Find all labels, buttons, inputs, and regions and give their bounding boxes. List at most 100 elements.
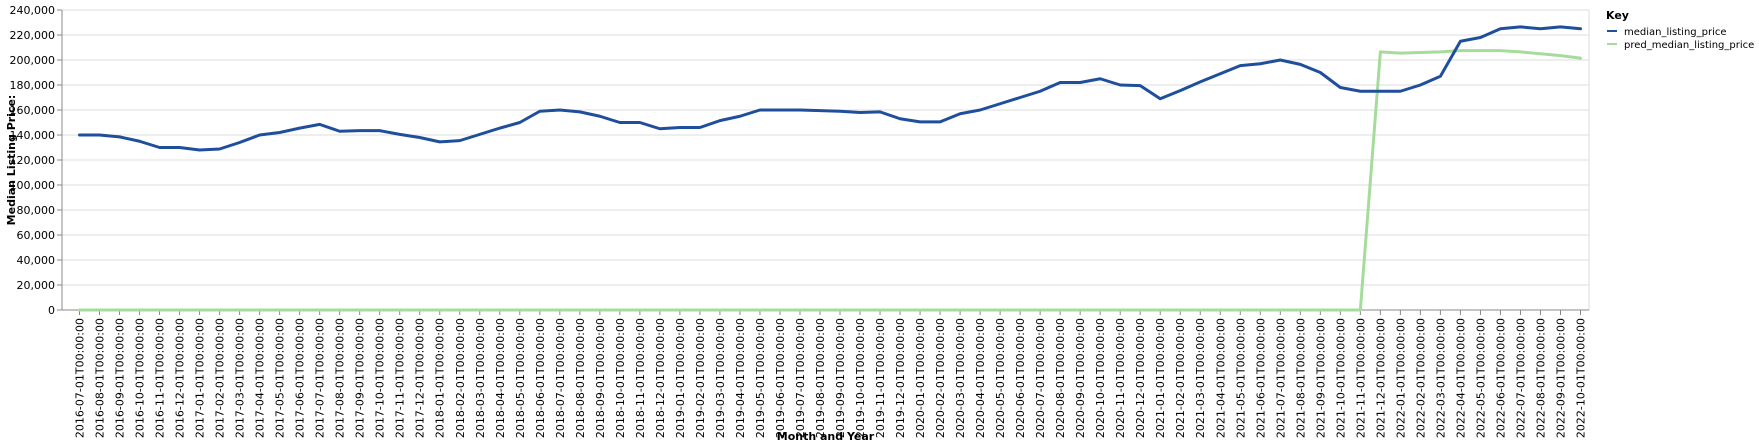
x-tick-label: 2018-02-01T00:00:00 — [454, 318, 467, 438]
legend-item: pred_median_listing_price — [1607, 40, 1754, 51]
x-tick-label: 2021-08-01T00:00:00 — [1294, 318, 1307, 438]
grid-lines — [62, 9, 1589, 311]
legend-items: median_listing_price pred_median_listing_… — [1607, 27, 1754, 51]
x-tick-label: 2016-10-01T00:00:00 — [134, 318, 147, 438]
y-tick-label: 0 — [48, 304, 55, 317]
x-tick-label: 2019-07-01T00:00:00 — [794, 318, 807, 438]
x-tick-label: 2018-12-01T00:00:00 — [654, 318, 667, 438]
x-tick-label: 2017-07-01T00:00:00 — [314, 318, 327, 438]
x-tick-label: 2021-06-01T00:00:00 — [1254, 318, 1267, 438]
legend-label: median_listing_price — [1624, 27, 1727, 38]
x-tick-label: 2020-06-01T00:00:00 — [1014, 318, 1027, 438]
x-tick-label: 2020-08-01T00:00:00 — [1054, 318, 1067, 438]
legend-label: pred_median_listing_price — [1624, 40, 1754, 51]
x-tick-label: 2018-06-01T00:00:00 — [534, 318, 547, 438]
x-tick-label: 2020-07-01T00:00:00 — [1034, 318, 1047, 438]
y-tick-label: 40,000 — [17, 254, 56, 267]
x-tick-label: 2019-06-01T00:00:00 — [774, 318, 787, 438]
y-tick-label: 220,000 — [10, 29, 56, 42]
x-tick-label: 2020-05-01T00:00:00 — [994, 318, 1007, 438]
y-tick-label: 240,000 — [10, 4, 56, 17]
series-line-median-listing-price — [78, 25, 1582, 152]
x-tick-label: 2021-11-01T00:00:00 — [1354, 318, 1367, 438]
x-tick-label: 2017-03-01T00:00:00 — [234, 318, 247, 438]
x-tick-label: 2022-01-01T00:00:00 — [1394, 318, 1407, 438]
x-tick-label: 2022-08-01T00:00:00 — [1534, 318, 1547, 438]
x-tick-label: 2020-10-01T00:00:00 — [1094, 318, 1107, 438]
x-tick-label: 2017-02-01T00:00:00 — [214, 318, 227, 438]
x-tick-label: 2018-04-01T00:00:00 — [494, 318, 507, 438]
x-tick-label: 2020-12-01T00:00:00 — [1134, 318, 1147, 438]
x-tick-label: 2017-10-01T00:00:00 — [374, 318, 387, 438]
x-tick-label: 2021-09-01T00:00:00 — [1314, 318, 1327, 438]
y-tick-label: 200,000 — [10, 54, 56, 67]
x-tick-label: 2016-08-01T00:00:00 — [94, 318, 107, 438]
x-tick-label: 2018-10-01T00:00:00 — [614, 318, 627, 438]
x-tick-label: 2017-06-01T00:00:00 — [294, 318, 307, 438]
x-tick-label: 2018-01-01T00:00:00 — [434, 318, 447, 438]
x-tick-label: 2019-03-01T00:00:00 — [714, 318, 727, 438]
x-axis-ticks: 2016-07-01T00:00:00 2016-08-01T00:00:00 20… — [74, 310, 1588, 438]
y-tick-label: 100,000 — [10, 179, 56, 192]
x-tick-label: 2019-10-01T00:00:00 — [854, 318, 867, 438]
x-tick-label: 2020-04-01T00:00:00 — [974, 318, 987, 438]
x-tick-label: 2016-09-01T00:00:00 — [114, 318, 127, 438]
x-tick-label: 2019-09-01T00:00:00 — [834, 318, 847, 438]
legend-title: Key — [1606, 9, 1629, 22]
x-tick-label: 2020-09-01T00:00:00 — [1074, 318, 1087, 438]
x-tick-label: 2017-01-01T00:00:00 — [194, 318, 207, 438]
x-tick-label: 2016-07-01T00:00:00 — [74, 318, 87, 438]
x-tick-label: 2021-03-01T00:00:00 — [1194, 318, 1207, 438]
x-tick-label: 2020-11-01T00:00:00 — [1114, 318, 1127, 438]
x-tick-label: 2021-02-01T00:00:00 — [1174, 318, 1187, 438]
y-tick-label: 120,000 — [10, 154, 56, 167]
y-tick-label: 80,000 — [17, 204, 56, 217]
x-tick-label: 2018-05-01T00:00:00 — [514, 318, 527, 438]
x-tick-label: 2020-02-01T00:00:00 — [934, 318, 947, 438]
x-tick-label: 2022-09-01T00:00:00 — [1554, 318, 1567, 438]
x-tick-label: 2020-01-01T00:00:00 — [914, 318, 927, 438]
x-tick-label: 2017-09-01T00:00:00 — [354, 318, 367, 438]
x-tick-label: 2019-12-01T00:00:00 — [894, 318, 907, 438]
y-tick-label: 160,000 — [10, 104, 56, 117]
x-tick-label: 2018-03-01T00:00:00 — [474, 318, 487, 438]
x-tick-label: 2022-10-01T00:00:00 — [1575, 318, 1588, 438]
x-tick-label: 2018-07-01T00:00:00 — [554, 318, 567, 438]
x-tick-label: 2019-11-01T00:00:00 — [874, 318, 887, 438]
x-tick-label: 2018-08-01T00:00:00 — [574, 318, 587, 438]
x-tick-label: 2022-07-01T00:00:00 — [1514, 318, 1527, 438]
x-tick-label: 2017-08-01T00:00:00 — [334, 318, 347, 438]
y-tick-label: 180,000 — [10, 79, 56, 92]
y-axis-title: Median Listing Price: — [5, 95, 18, 226]
x-tick-label: 2021-10-01T00:00:00 — [1334, 318, 1347, 438]
y-tick-label: 140,000 — [10, 129, 56, 142]
legend: Key median_listing_price pred_median_list… — [1606, 9, 1754, 51]
series-layer — [78, 25, 1582, 312]
x-tick-label: 2019-02-01T00:00:00 — [694, 318, 707, 438]
x-tick-label: 2016-11-01T00:00:00 — [154, 318, 167, 438]
x-tick-label: 2022-06-01T00:00:00 — [1494, 318, 1507, 438]
x-tick-label: 2022-03-01T00:00:00 — [1434, 318, 1447, 438]
x-tick-label: 2022-05-01T00:00:00 — [1474, 318, 1487, 438]
x-tick-label: 2017-12-01T00:00:00 — [414, 318, 427, 438]
x-tick-label: 2021-05-01T00:00:00 — [1234, 318, 1247, 438]
x-tick-label: 2019-01-01T00:00:00 — [674, 318, 687, 438]
x-tick-label: 2016-12-01T00:00:00 — [174, 318, 187, 438]
x-tick-label: 2021-01-01T00:00:00 — [1154, 318, 1167, 438]
x-tick-label: 2018-09-01T00:00:00 — [594, 318, 607, 438]
x-tick-label: 2020-03-01T00:00:00 — [954, 318, 967, 438]
x-tick-label: 2017-04-01T00:00:00 — [254, 318, 267, 438]
x-tick-label: 2019-05-01T00:00:00 — [754, 318, 767, 438]
x-tick-label: 2022-02-01T00:00:00 — [1414, 318, 1427, 438]
x-tick-label: 2019-08-01T00:00:00 — [814, 318, 827, 438]
x-tick-label: 2017-11-01T00:00:00 — [394, 318, 407, 438]
x-tick-label: 2019-04-01T00:00:00 — [734, 318, 747, 438]
x-tick-label: 2017-05-01T00:00:00 — [274, 318, 287, 438]
y-tick-label: 60,000 — [17, 229, 56, 242]
x-tick-label: 2018-11-01T00:00:00 — [634, 318, 647, 438]
x-tick-label: 2021-07-01T00:00:00 — [1274, 318, 1287, 438]
y-axis-ticks: 0 20,000 40,000 60,000 80,000 100,000 120,000 1… — [10, 4, 62, 317]
x-tick-label: 2021-12-01T00:00:00 — [1374, 318, 1387, 438]
x-tick-label: 2021-04-01T00:00:00 — [1214, 318, 1227, 438]
